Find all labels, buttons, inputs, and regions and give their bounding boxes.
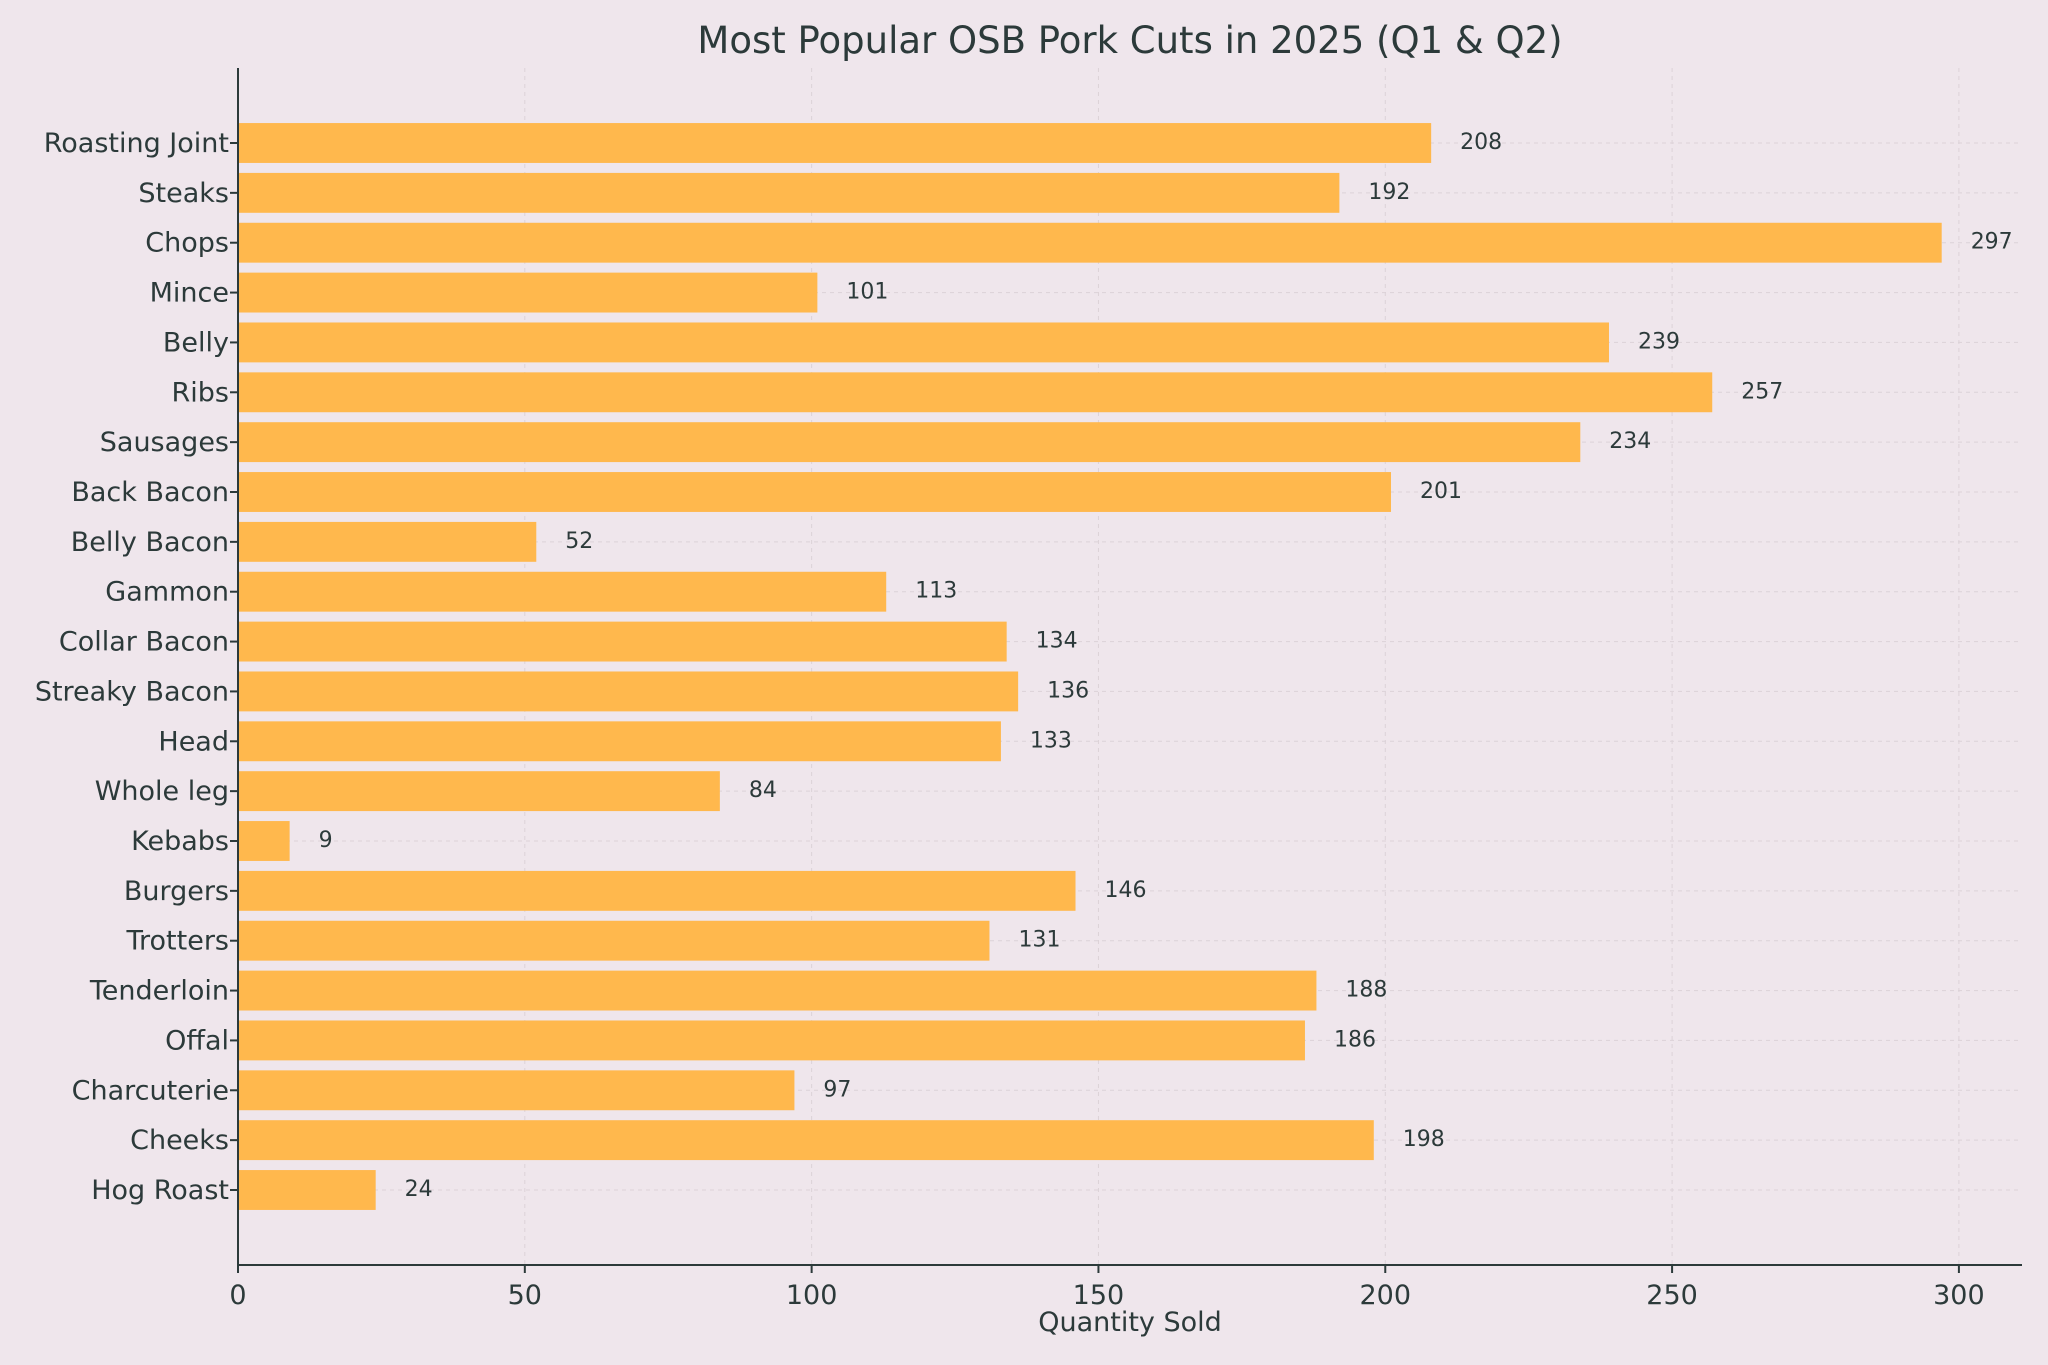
data-label: 198 [1403,1127,1445,1152]
bar-streaky-bacon [238,671,1019,712]
y-tick-label: Kebabs [131,826,229,857]
y-tick-label: Streaky Bacon [35,676,229,707]
bar-mince [238,272,818,313]
data-label: 146 [1105,878,1147,903]
bar-roasting-joint [238,123,1432,163]
chart-title: Most Popular OSB Pork Cuts in 2025 (Q1 &… [697,19,1562,62]
bar-belly-bacon [238,521,537,562]
y-tick-label: Back Bacon [71,477,229,508]
data-label: 24 [405,1177,433,1202]
bar-charcuterie [238,1070,795,1111]
data-label: 186 [1334,1027,1376,1052]
bar-steaks [238,172,1340,213]
data-label: 257 [1741,379,1783,404]
bar-collar-bacon [238,621,1007,662]
y-tick-label: Gammon [105,577,229,608]
y-tick-label: Sausages [100,427,229,458]
data-label: 101 [846,280,888,305]
bar-hog-roast [238,1170,376,1210]
data-label: 239 [1638,329,1680,354]
data-label: 134 [1036,629,1078,654]
y-tick-label: Whole leg [95,776,229,807]
bar-kebabs [238,821,290,861]
data-labels: 208 192 297 101 239 257 234 201 52 113 134 136 133 84… [319,130,2013,1202]
bar-sausages [238,422,1581,463]
bars [238,123,1942,1210]
data-label: 84 [749,778,777,803]
y-tick-label: Burgers [124,876,229,907]
data-label: 208 [1460,130,1502,155]
bar-burgers [238,870,1076,911]
bar-chops [238,222,1942,263]
data-label: 97 [823,1077,851,1102]
x-tick-label: 150 [1073,1280,1125,1311]
data-label: 9 [319,828,333,853]
y-tick-label: Charcuterie [72,1075,229,1106]
bar-trotters [238,920,990,961]
bar-tenderloin [238,970,1317,1011]
bar-ribs [238,372,1713,413]
x-tick-label: 100 [786,1280,838,1311]
x-tick-label: 50 [508,1280,542,1311]
y-axis-ticks: Roasting Joint Steaks Chops Mince Belly Ribs S… [35,128,238,1206]
y-tick-label: Ribs [172,377,229,408]
bar-belly [238,322,1609,363]
bar-cheeks [238,1120,1374,1161]
data-label: 297 [1971,230,2013,255]
x-axis-label: Quantity Sold [1038,1307,1222,1338]
data-label: 188 [1345,978,1387,1003]
data-label: 113 [915,579,957,604]
y-tick-label: Tenderloin [89,976,229,1007]
y-tick-label: Trotters [125,926,229,957]
x-axis-ticks: 0 50 100 150 200 250 300 [229,1265,1985,1311]
bar-head [238,721,1001,762]
y-tick-label: Belly [163,327,229,358]
bar-offal [238,1020,1305,1061]
y-tick-label: Collar Bacon [59,627,229,658]
data-label: 201 [1420,479,1462,504]
y-tick-label: Mince [150,278,229,309]
y-tick-label: Chops [145,228,229,259]
x-tick-label: 300 [1933,1280,1985,1311]
bar-gammon [238,571,887,612]
data-label: 52 [565,529,593,554]
bar-whole-leg [238,771,720,812]
y-tick-label: Belly Bacon [71,527,229,558]
x-tick-label: 0 [229,1280,246,1311]
data-label: 192 [1368,180,1410,205]
data-label: 136 [1047,678,1089,703]
data-label: 131 [1018,928,1060,953]
data-label: 133 [1030,728,1072,753]
y-tick-label: Hog Roast [91,1175,229,1206]
y-tick-label: Offal [165,1025,229,1056]
y-tick-label: Head [158,726,229,757]
x-tick-label: 200 [1359,1280,1411,1311]
bar-back-bacon [238,472,1392,512]
x-tick-label: 250 [1646,1280,1698,1311]
y-tick-label: Cheeks [130,1125,229,1156]
data-label: 234 [1609,429,1651,454]
y-tick-label: Roasting Joint [44,128,229,159]
y-tick-label: Steaks [138,178,229,209]
